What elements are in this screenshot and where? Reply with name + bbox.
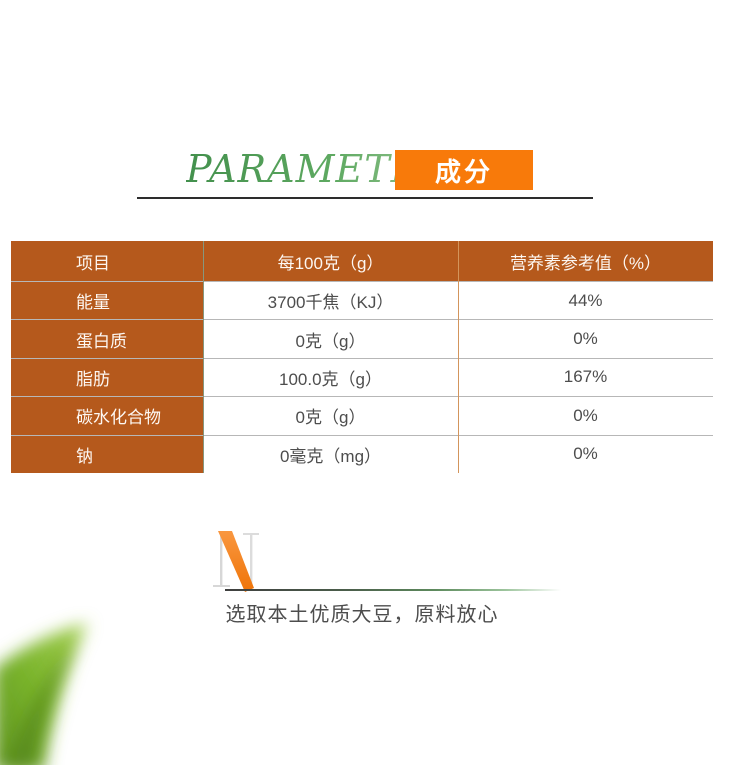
table-cell-item: 钠 [11, 435, 203, 473]
title-divider-line [137, 197, 593, 199]
nutrition-table: 项目 每100克（g） 营养素参考值（%） 能量 3700千焦（KJ） 44% … [11, 241, 713, 473]
table-row: 碳水化合物 0克（g） 0% [11, 396, 713, 435]
table-column-divider-1 [203, 241, 204, 473]
table-row: 蛋白质 0克（g） 0% [11, 319, 713, 358]
table-cell-per100g: 0克（g） [295, 331, 366, 351]
table-row: 脂肪 100.0克（g） 167% [11, 357, 713, 397]
table-cell-nrv: 0% [573, 444, 598, 464]
table-cell-nrv: 0% [573, 329, 598, 349]
caption-text: 选取本土优质大豆，原料放心 [225, 604, 499, 626]
caption-divider-line [225, 589, 575, 591]
table-cell-per100g: 0克（g） [295, 408, 366, 428]
table-cell-nrv: 0% [573, 405, 598, 425]
table-header-per100g: 每100克（g） [203, 241, 458, 281]
table-row: 能量 3700千焦（KJ） 44% [11, 281, 713, 320]
table-row: 钠 0毫克（mg） 0% [11, 434, 713, 473]
drop-cap-n [213, 531, 259, 592]
table-header-row: 项目 每100克（g） 营养素参考值（%） [11, 241, 713, 281]
table-cell-item: 蛋白质 [11, 320, 203, 358]
table-cell-nrv: 167% [563, 367, 608, 387]
table-cell-per100g: 100.0克（g） [279, 369, 382, 389]
table-header-nrv: 营养素参考值（%） [458, 241, 713, 281]
table-column-divider-2 [458, 241, 459, 473]
table-cell-item: 能量 [11, 282, 203, 320]
leaf-decoration [0, 623, 88, 765]
table-cell-nrv: 44% [568, 290, 603, 310]
table-cell-per100g: 0毫克（mg） [279, 446, 382, 466]
table-header-item: 项目 [11, 241, 203, 281]
section-title-zh-badge: 成分 [395, 150, 533, 190]
table-cell-item: 碳水化合物 [11, 397, 203, 435]
table-cell-per100g: 3700千焦（KJ） [267, 293, 394, 313]
table-cell-item: 脂肪 [11, 358, 203, 397]
